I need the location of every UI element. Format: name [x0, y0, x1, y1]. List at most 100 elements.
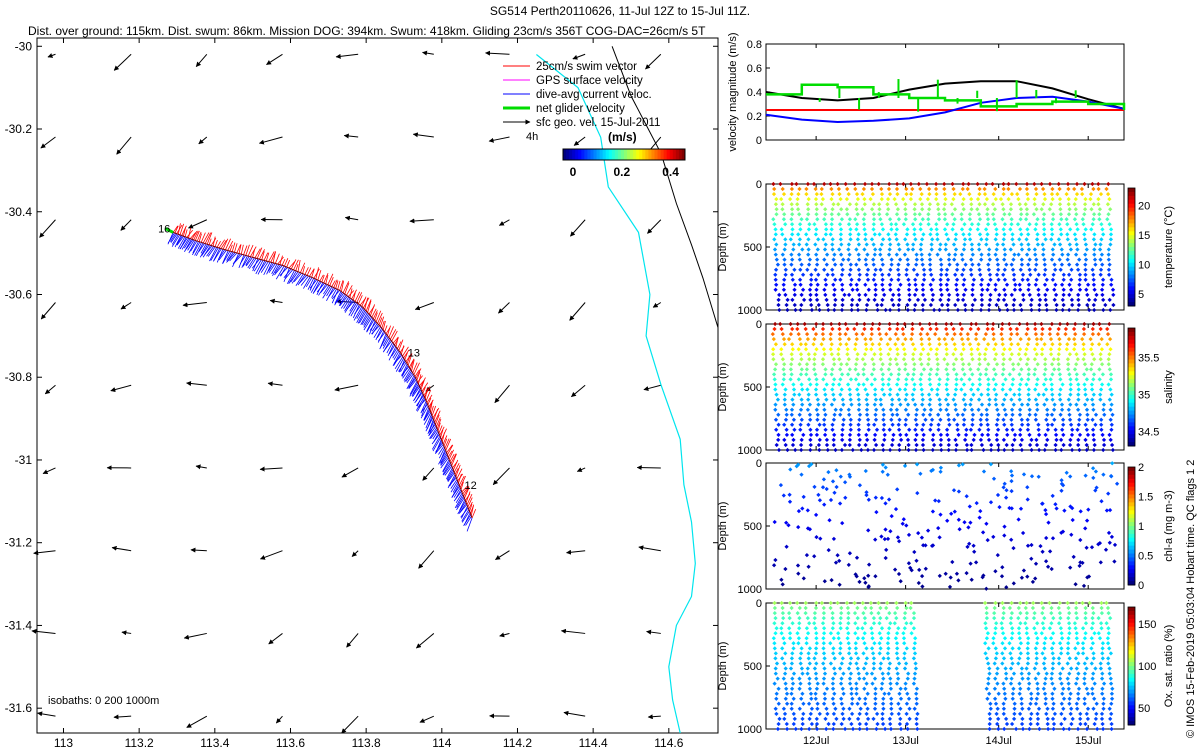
colorbar-cell [664, 149, 668, 160]
track-day-label: 16 [158, 223, 170, 235]
profile-colorbar-cell [1128, 359, 1135, 363]
profile-colorbar-cell [1128, 255, 1135, 259]
profile-colorbar-cell [1128, 654, 1135, 658]
profile-panel-4: 05001000Depth (m)15010050Ox. sat. ratio … [717, 598, 1175, 736]
profile-frame [766, 324, 1124, 450]
profile-colorbar-cell [1128, 678, 1135, 682]
profile-colorbar-cell [1128, 607, 1135, 611]
profile-colorbar-cell [1128, 670, 1135, 674]
colorbar-cell [667, 149, 671, 160]
colorbar-cell [569, 149, 573, 160]
profile-colorbar-tick-label: 50 [1138, 703, 1150, 715]
profile-colorbar-cell [1128, 239, 1135, 243]
profile-colorbar-cell [1128, 487, 1135, 491]
profile-colorbar-cell [1128, 219, 1135, 223]
profile-colorbar-tick-label: 34.5 [1138, 426, 1159, 438]
profile-colorbar-cell [1128, 498, 1135, 502]
colorbar-cell [597, 149, 601, 160]
profile-colorbar-tick-label: 100 [1138, 661, 1156, 673]
colorbar-cell [642, 149, 646, 160]
profile-colorbar-cell [1128, 212, 1135, 216]
profile-colorbar-cell [1128, 227, 1135, 231]
profile-colorbar-cell [1128, 550, 1135, 554]
colorbar-cell [609, 149, 613, 160]
velocity-y-tick-label: 0.6 [747, 63, 762, 75]
colorbar-cell [563, 149, 567, 160]
map-x-tick-label: 113.8 [352, 736, 381, 750]
colorbar-cell [636, 149, 640, 160]
depth-tick-label: 500 [744, 382, 762, 394]
profile-colorbar-cell [1128, 697, 1135, 701]
colorbar-cell [581, 149, 585, 160]
profile-colorbar-cell [1128, 363, 1135, 367]
profile-colorbar-cell [1128, 407, 1135, 411]
colorbar-cell [670, 149, 674, 160]
profile-frame [766, 603, 1124, 729]
colorbar-cell [673, 149, 677, 160]
profile-colorbar-cell [1128, 694, 1135, 698]
profile-colorbar-cell [1128, 554, 1135, 558]
velocity-y-tick-label: 0.4 [747, 87, 762, 99]
profile-colorbar-tick-label: 0.5 [1138, 551, 1153, 563]
profile-colorbar-cell [1128, 569, 1135, 573]
profile-colorbar-cell [1128, 328, 1135, 332]
profile-colorbar-cell [1128, 282, 1135, 286]
colorbar-cell [618, 149, 622, 160]
profile-colorbar-cell [1128, 231, 1135, 235]
colorbar-cell [578, 149, 582, 160]
profile-colorbar-cell [1128, 356, 1135, 360]
profile-colorbar-cell [1128, 286, 1135, 290]
profile-colorbar-cell [1128, 399, 1135, 403]
map-x-tick-label: 114.2 [503, 736, 532, 750]
legend-label: dive-avg current veloc. [536, 89, 652, 101]
profile-colorbar-label: salinity [1163, 370, 1175, 404]
legend-label: GPS surface velocity [536, 75, 643, 87]
profile-colorbar-cell [1128, 686, 1135, 690]
profile-colorbar-tick-label: 2 [1138, 462, 1144, 474]
map-y-tick-label: -31.6 [5, 701, 33, 715]
profile-colorbar-cell [1128, 483, 1135, 487]
profile-colorbar-cell [1128, 471, 1135, 475]
profile-colorbar-cell [1128, 403, 1135, 407]
profile-colorbar-cell [1128, 642, 1135, 646]
profile-colorbar-cell [1128, 662, 1135, 666]
colorbar-cell [590, 149, 594, 160]
colorbar-cell [655, 149, 659, 160]
profile-colorbar-cell [1128, 275, 1135, 279]
depth-tick-label: 1000 [738, 724, 762, 736]
profile-colorbar-cell [1128, 204, 1135, 208]
profile-colorbar-tick-label: 35 [1138, 389, 1150, 401]
profile-colorbar-tick-label: 35.5 [1138, 353, 1159, 365]
profile-colorbar-cell [1128, 557, 1135, 561]
depth-tick-label: 500 [744, 521, 762, 533]
profile-colorbar-tick-label: 1.5 [1138, 492, 1153, 504]
profile-colorbar-cell [1128, 530, 1135, 534]
colorbar-cell [633, 149, 637, 160]
colorbar-cell [621, 149, 625, 160]
depth-ylabel: Depth (m) [717, 642, 729, 691]
depth-ylabel: Depth (m) [717, 223, 729, 272]
colorbar-tick-label: 0 [570, 165, 577, 179]
colorbar-cell [566, 149, 570, 160]
colorbar-title: (m/s) [608, 130, 637, 144]
colorbar-cell [612, 149, 616, 160]
map-y-tick-label: -30.6 [5, 287, 33, 301]
profile-colorbar-cell [1128, 514, 1135, 518]
profile-colorbar-tick-label: 0 [1138, 580, 1144, 592]
profile-colorbar-tick-label: 15 [1138, 230, 1150, 242]
colorbar-cell [645, 149, 649, 160]
profile-colorbar-cell [1128, 251, 1135, 255]
profile-colorbar-cell [1128, 491, 1135, 495]
profile-colorbar-cell [1128, 332, 1135, 336]
profile-colorbar-cell [1128, 573, 1135, 577]
profile-panel-2: 05001000Depth (m)35.53534.5salinity [717, 319, 1175, 457]
map-x-tick-label: 113.6 [276, 736, 305, 750]
profile-colorbar-cell [1128, 619, 1135, 623]
profile-colorbar-cell [1128, 538, 1135, 542]
profile-colorbar-cell [1128, 200, 1135, 204]
depth-tick-label: 500 [744, 661, 762, 673]
profile-colorbar-cell [1128, 510, 1135, 514]
footer-credit: © IMOS 15-Feb-2019 05:03:04 Hobart time.… [1182, 260, 1198, 740]
profile-colorbar-cell [1128, 705, 1135, 709]
